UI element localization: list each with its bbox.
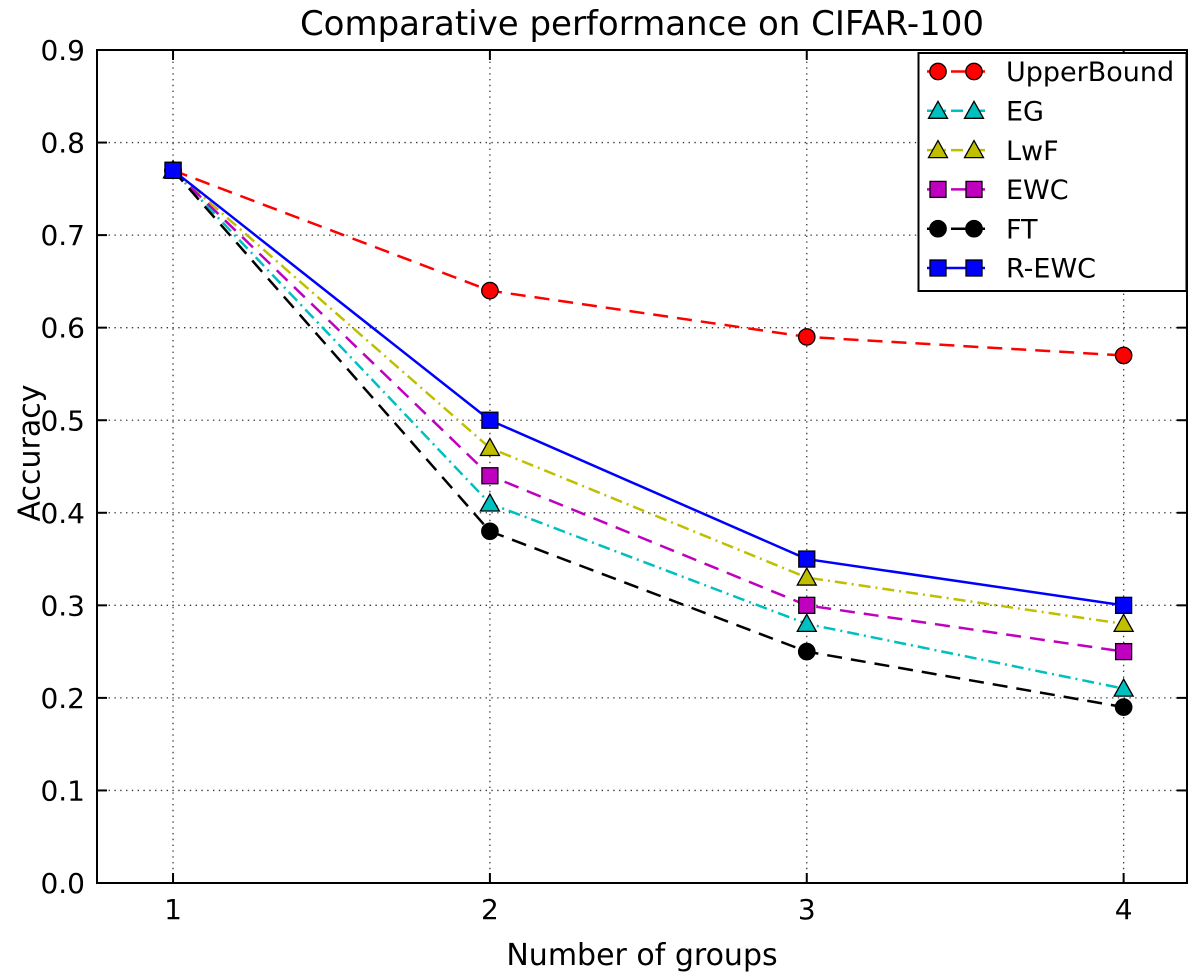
y-tick-label: 0.2 [40,682,85,715]
legend-marker-ewc [965,180,983,199]
legend-label-ewc: EWC [1006,175,1069,206]
series-marker-r-ewc [481,411,499,429]
legend-label-upperbound: UpperBound [1006,57,1174,88]
series-marker-lwf [796,566,818,586]
series-marker-upperbound [481,281,499,300]
legend-marker-r-ewc [929,259,947,277]
series-marker-r-ewc [1114,596,1133,614]
series-marker-upperbound [1114,346,1133,365]
legend-marker-ewc [929,180,947,199]
series-line-ft [172,169,1124,709]
legend-marker-eg [927,99,949,119]
x-tick-label: 1 [164,893,182,926]
y-tick-label: 0.5 [40,404,85,437]
chart-title: Comparative performance on CIFAR-100 [299,4,985,44]
x-axis-label: Number of groups [506,938,778,973]
x-tick-label: 4 [1115,893,1133,926]
series-marker-ewc [798,596,816,614]
series-marker-ewc [481,467,499,485]
y-tick-label: 0.0 [40,867,85,900]
legend-marker-eg [963,99,985,119]
series-marker-ft [1114,698,1133,716]
series-marker-eg [1113,677,1135,697]
legend-marker-upperbound [965,62,983,81]
series-marker-lwf [479,437,501,457]
y-tick-label: 0.3 [40,589,85,622]
series-line-ewc [172,169,1124,653]
legend-marker-ft [929,219,947,238]
series-line-eg [172,169,1124,690]
x-tick-label: 2 [481,893,499,926]
series-marker-ft [481,522,499,541]
legend-label-eg: EG [1006,97,1044,128]
legend-label-lwf: LwF [1006,136,1059,167]
series-marker-upperbound [797,328,816,346]
y-tick-label: 0.8 [40,127,85,160]
legend-box [917,52,1188,292]
series-marker-eg [479,492,501,512]
series-line-upperbound [172,169,1124,357]
y-tick-label: 0.1 [40,775,85,808]
legend-marker-r-ewc [965,259,983,277]
plot-frame [96,49,1188,884]
series-line-r-ewc [172,169,1124,607]
y-tick-label: 0.4 [40,497,85,530]
y-tick-label: 0.7 [40,219,85,252]
series-marker-lwf [1113,613,1135,632]
y-tick-label: 0.9 [40,34,85,67]
series-marker-r-ewc [798,550,816,568]
legend-label-ft: FT [1006,214,1038,245]
x-tick-label: 3 [798,893,816,926]
series-line-lwf [172,169,1124,626]
legend-marker-lwf [963,139,985,159]
legend-marker-ft [965,219,983,238]
legend-marker-lwf [927,139,949,159]
series-marker-ft [797,642,816,661]
series-marker-eg [796,613,818,632]
legend-label-r-ewc: R-EWC [1006,254,1096,285]
legend-marker-upperbound [929,62,947,81]
y-tick-label: 0.6 [40,312,85,345]
series-marker-ewc [1114,642,1133,661]
series-marker-r-ewc [164,161,182,179]
